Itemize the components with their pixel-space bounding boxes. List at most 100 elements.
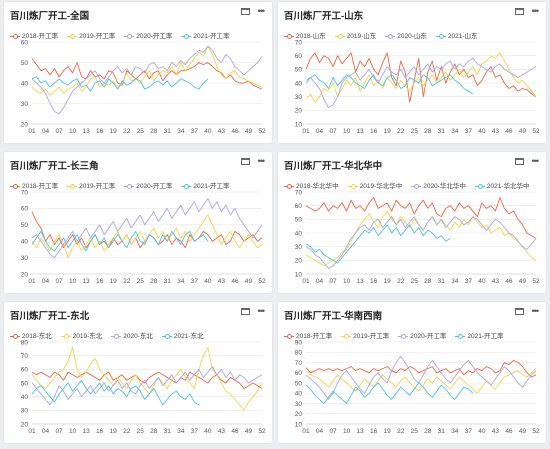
series-line-2019[interactable] bbox=[305, 368, 537, 394]
legend-marker-icon bbox=[181, 183, 192, 190]
x-tick-label: 22 bbox=[123, 128, 131, 135]
series-line-2021[interactable] bbox=[305, 224, 451, 264]
legend-item[interactable]: 2019-开工率 bbox=[341, 330, 389, 340]
panel-title: 百川炼厂开工-全国 bbox=[10, 11, 90, 22]
series-line-2021[interactable] bbox=[31, 379, 200, 406]
legend-item[interactable]: 2021-开工率 bbox=[181, 30, 230, 40]
more-options-icon[interactable]: ••• bbox=[257, 306, 266, 316]
y-tick-label: 20 bbox=[21, 271, 29, 278]
x-tick-label: 28 bbox=[150, 128, 158, 135]
x-tick-label: 43 bbox=[218, 278, 226, 285]
x-tick-label: 49 bbox=[519, 278, 527, 285]
legend-item[interactable]: 2020-开工率 bbox=[124, 180, 172, 190]
x-tick-label: 49 bbox=[245, 278, 253, 285]
series-line-2021[interactable] bbox=[31, 76, 209, 92]
legend-item[interactable]: 2020-山东 bbox=[385, 30, 427, 40]
legend-label: 2019-开工率 bbox=[79, 182, 116, 190]
series-line-2019[interactable] bbox=[31, 45, 263, 96]
more-options-icon[interactable]: ••• bbox=[531, 156, 540, 166]
legend-item[interactable]: 2018-华北华中 bbox=[284, 180, 339, 190]
legend-item[interactable]: 2019-东北 bbox=[60, 330, 102, 340]
legend-label: 2020-开工率 bbox=[136, 32, 173, 40]
series-line-2019[interactable] bbox=[31, 347, 263, 411]
x-tick-label: 46 bbox=[505, 128, 513, 135]
legend-label: 2020-东北 bbox=[123, 332, 153, 340]
legend-item[interactable]: 2018-东北 bbox=[10, 330, 52, 340]
more-options-icon[interactable]: ••• bbox=[531, 6, 540, 16]
x-tick-label: 49 bbox=[245, 428, 253, 435]
x-tick-label: 16 bbox=[96, 428, 104, 435]
legend-item[interactable]: 2021-开工率 bbox=[181, 180, 230, 190]
legend-label: 2018-东北 bbox=[22, 332, 52, 340]
legend-item[interactable]: 2019-华北华中 bbox=[347, 180, 403, 190]
series-line-2018[interactable] bbox=[31, 211, 263, 249]
window-icon[interactable] bbox=[241, 8, 250, 15]
x-tick-label: 13 bbox=[83, 428, 91, 435]
series-line-2019[interactable] bbox=[305, 52, 537, 103]
x-tick-label: 25 bbox=[137, 128, 145, 135]
legend-item[interactable]: 2021-华北华中 bbox=[474, 180, 530, 190]
series-line-2020[interactable] bbox=[31, 366, 263, 406]
series-line-2020[interactable] bbox=[305, 355, 537, 400]
x-tick-label: 37 bbox=[465, 278, 473, 285]
series-line-2019[interactable] bbox=[31, 214, 263, 259]
more-options-icon[interactable]: ••• bbox=[257, 156, 266, 166]
legend-item[interactable]: 2021-东北 bbox=[161, 330, 204, 340]
window-icon[interactable] bbox=[241, 308, 250, 315]
x-tick-label: 37 bbox=[191, 128, 199, 135]
series-line-2020[interactable] bbox=[31, 45, 263, 115]
series-line-2021[interactable] bbox=[305, 382, 474, 404]
legend-item[interactable]: 2018-山东 bbox=[284, 30, 326, 40]
series-line-2018[interactable] bbox=[31, 58, 263, 90]
x-tick-label: 04 bbox=[42, 278, 50, 285]
legend-item[interactable]: 2018-开工率 bbox=[10, 30, 58, 40]
legend-item[interactable]: 2018-开工率 bbox=[284, 330, 332, 340]
x-tick-label: 37 bbox=[191, 428, 199, 435]
x-tick-label: 25 bbox=[411, 428, 419, 435]
series-line-2018[interactable] bbox=[31, 371, 263, 389]
window-icon[interactable] bbox=[515, 158, 524, 165]
legend-label: 2019-开工率 bbox=[79, 32, 116, 40]
window-icon[interactable] bbox=[241, 158, 250, 165]
legend-item[interactable]: 2021-开工率 bbox=[455, 330, 504, 340]
legend-label: 2019-华北华中 bbox=[359, 182, 403, 190]
legend-marker-icon bbox=[10, 183, 20, 190]
legend-item[interactable]: 2020-开工率 bbox=[398, 330, 446, 340]
legend-item[interactable]: 2019-开工率 bbox=[67, 180, 115, 190]
legend-item[interactable]: 2018-开工率 bbox=[10, 180, 58, 190]
x-tick-label: 28 bbox=[150, 278, 158, 285]
series-line-2020[interactable] bbox=[305, 216, 537, 269]
series-line-2021[interactable] bbox=[305, 74, 474, 95]
series-line-2018[interactable] bbox=[305, 52, 537, 103]
chart-legend: 2018-东北 2019-东北 2020-东北 2021-东北 bbox=[10, 326, 213, 340]
x-tick-label: 34 bbox=[177, 128, 185, 135]
legend-item[interactable]: 2021-山东 bbox=[435, 30, 478, 40]
y-tick-label: 70 bbox=[295, 360, 303, 367]
x-tick-label: 13 bbox=[357, 428, 365, 435]
legend-item[interactable]: 2020-华北华中 bbox=[411, 180, 466, 190]
more-options-icon[interactable]: ••• bbox=[531, 306, 540, 316]
window-icon[interactable] bbox=[515, 8, 524, 15]
series-line-2021[interactable] bbox=[31, 230, 209, 252]
series-line-2018[interactable] bbox=[305, 359, 537, 378]
x-tick-label: 19 bbox=[384, 278, 392, 285]
more-options-icon[interactable]: ••• bbox=[257, 6, 266, 16]
legend-item[interactable]: 2020-开工率 bbox=[124, 30, 172, 40]
series-line-2018[interactable] bbox=[305, 197, 537, 239]
x-tick-label: 40 bbox=[478, 428, 486, 435]
window-icon[interactable] bbox=[515, 308, 524, 315]
legend-marker-icon bbox=[455, 333, 466, 340]
legend-marker-icon bbox=[67, 183, 78, 190]
series-line-2020[interactable] bbox=[305, 57, 537, 109]
y-tick-label: 70 bbox=[295, 189, 303, 196]
legend-item[interactable]: 2020-东北 bbox=[111, 330, 153, 340]
x-tick-label: 31 bbox=[438, 128, 446, 135]
legend-item[interactable]: 2019-山东 bbox=[334, 30, 376, 40]
x-tick-label: 52 bbox=[532, 278, 540, 285]
x-tick-label: 34 bbox=[451, 128, 459, 135]
x-tick-label: 04 bbox=[316, 128, 324, 135]
x-tick-label: 22 bbox=[123, 428, 131, 435]
legend-item[interactable]: 2019-开工率 bbox=[67, 30, 115, 40]
legend-label: 2021-华北华中 bbox=[486, 182, 530, 190]
series-line-2020[interactable] bbox=[31, 198, 263, 259]
